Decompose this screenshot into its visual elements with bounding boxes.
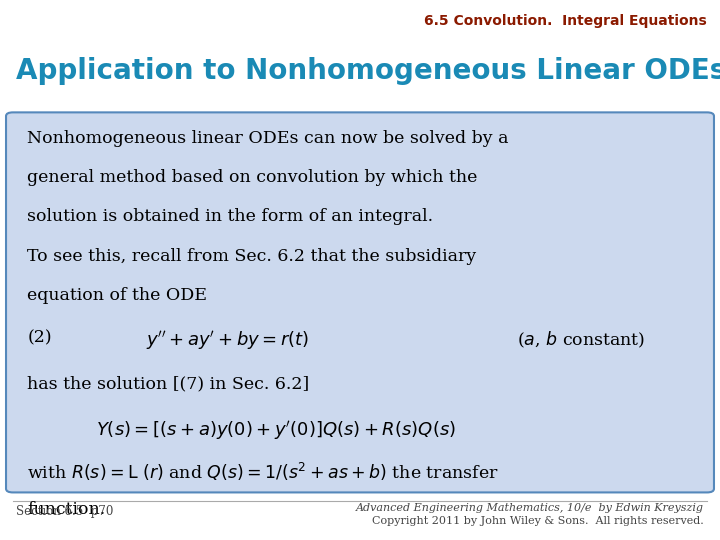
FancyBboxPatch shape	[6, 112, 714, 492]
Text: solution is obtained in the form of an integral.: solution is obtained in the form of an i…	[27, 208, 433, 225]
Text: with $R(s) = \mathsf{L}$ $(r)$ and $Q(s) = 1/(s^2 + as + b)$ the transfer: with $R(s) = \mathsf{L}$ $(r)$ and $Q(s)…	[27, 461, 499, 483]
Text: $y'' + ay' + by = r(t)$: $y'' + ay' + by = r(t)$	[146, 329, 310, 353]
Text: function.: function.	[27, 501, 106, 517]
Text: Application to Nonhomogeneous Linear ODEs: Application to Nonhomogeneous Linear ODE…	[16, 57, 720, 85]
Text: Nonhomogeneous linear ODEs can now be solved by a: Nonhomogeneous linear ODEs can now be so…	[27, 130, 509, 146]
Text: Advanced Engineering Mathematics, 10/e  by Edwin Kreyszig: Advanced Engineering Mathematics, 10/e b…	[356, 503, 704, 514]
Text: has the solution [(7) in Sec. 6.2]: has the solution [(7) in Sec. 6.2]	[27, 375, 310, 392]
Text: $Y(s) = [(s + a)y(0) + y'(0)]Q(s) + R(s)Q(s)$: $Y(s) = [(s + a)y(0) + y'(0)]Q(s) + R(s)…	[96, 419, 456, 442]
Text: 6.5 Convolution.  Integral Equations: 6.5 Convolution. Integral Equations	[424, 14, 707, 28]
Text: (2): (2)	[27, 329, 52, 346]
Text: Section 6.5  p70: Section 6.5 p70	[16, 505, 113, 518]
Text: Copyright 2011 by John Wiley & Sons.  All rights reserved.: Copyright 2011 by John Wiley & Sons. All…	[372, 516, 704, 526]
Text: To see this, recall from Sec. 6.2 that the subsidiary: To see this, recall from Sec. 6.2 that t…	[27, 248, 477, 265]
Text: equation of the ODE: equation of the ODE	[27, 287, 207, 304]
Text: ($a$, $b$ constant): ($a$, $b$ constant)	[517, 329, 645, 349]
Text: general method based on convolution by which the: general method based on convolution by w…	[27, 169, 478, 186]
